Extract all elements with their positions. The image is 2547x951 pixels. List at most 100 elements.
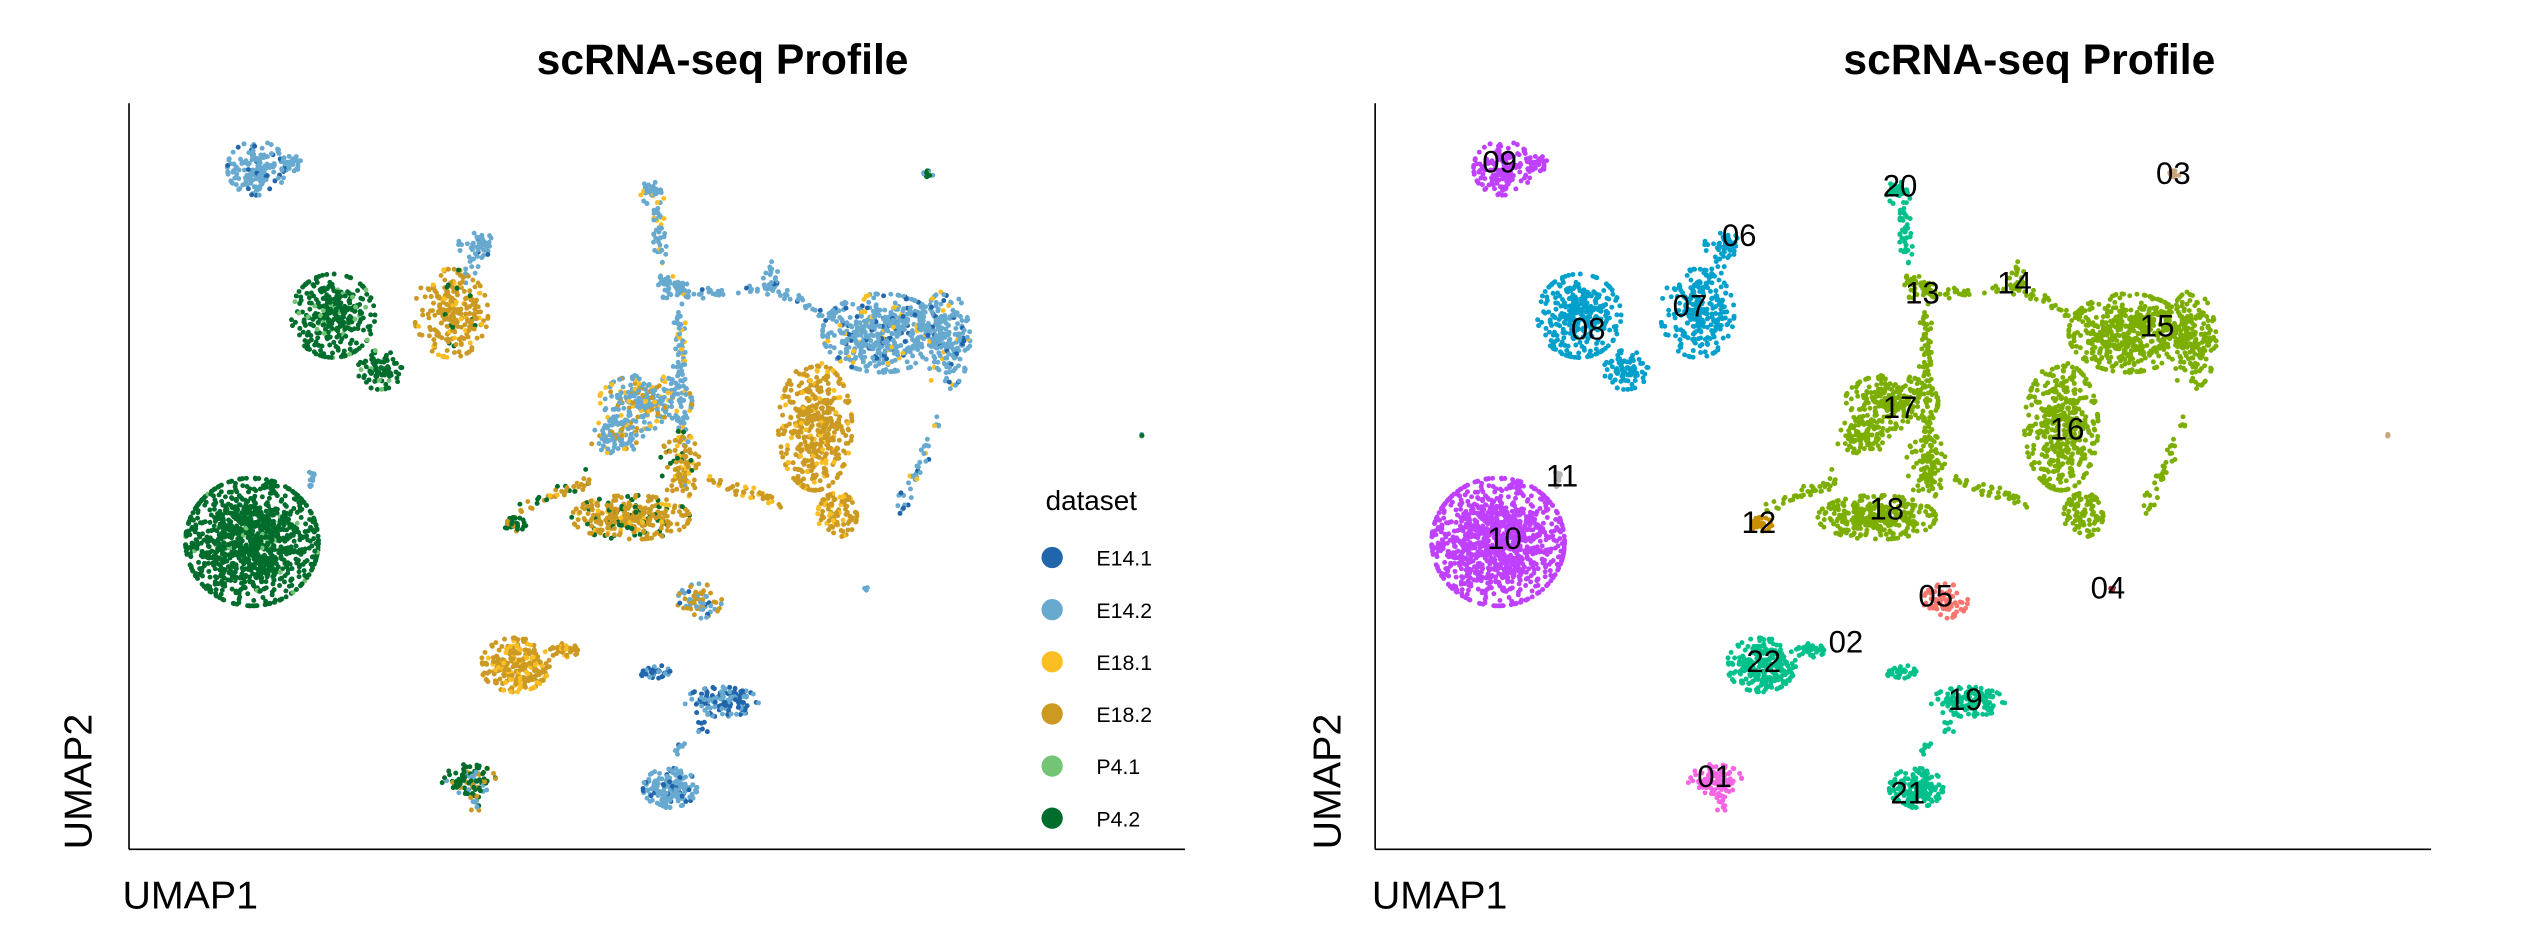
cell-point <box>471 230 477 236</box>
cell-point <box>658 519 664 525</box>
cell-point <box>476 765 482 771</box>
cell-point <box>654 800 660 806</box>
cell-point <box>675 455 680 461</box>
cell-point <box>910 345 916 351</box>
cell-point <box>638 192 644 198</box>
cell-point <box>447 772 453 778</box>
cell-point <box>626 536 632 542</box>
cell-point <box>299 581 305 587</box>
cell-point <box>827 349 833 355</box>
cell-point <box>607 418 613 424</box>
cell-point <box>287 511 293 517</box>
cell-point <box>900 505 906 511</box>
cell-point <box>235 589 241 595</box>
cell-point <box>663 251 669 257</box>
cell-point <box>676 509 682 515</box>
cell-point <box>956 331 962 337</box>
cell-point <box>689 402 695 407</box>
cell-point <box>286 159 292 165</box>
cell-point <box>652 179 658 185</box>
cell-point <box>236 167 242 173</box>
cell-point <box>663 243 669 249</box>
cell-point <box>942 355 948 361</box>
cell-point <box>700 295 706 301</box>
cell-point <box>434 294 440 300</box>
cell-point <box>766 500 771 506</box>
cell-point <box>848 323 854 329</box>
cell-point <box>475 280 481 286</box>
cell-point <box>247 175 253 181</box>
cell-point <box>355 322 361 328</box>
cell-point <box>213 587 219 593</box>
cell-point <box>547 493 553 499</box>
cell-point <box>358 367 364 373</box>
cell-point <box>205 540 211 546</box>
cell-point <box>589 441 595 447</box>
cell-point <box>811 415 817 421</box>
cell-point <box>663 790 669 796</box>
cell-point <box>220 547 226 553</box>
cell-point <box>955 321 960 327</box>
cell-point <box>932 328 938 334</box>
cell-point <box>659 247 665 253</box>
cell-point <box>461 766 466 772</box>
cell-point <box>967 329 973 335</box>
cell-point <box>599 527 605 533</box>
cell-point <box>919 344 925 350</box>
cell-point <box>676 289 682 294</box>
cell-point <box>635 397 641 403</box>
cell-point <box>908 486 913 492</box>
cell-point <box>441 267 447 273</box>
cell-point <box>360 296 366 302</box>
cell-point <box>610 406 616 412</box>
cell-point <box>614 421 620 427</box>
cell-point <box>474 804 480 810</box>
cell-point <box>331 271 337 277</box>
cell-point <box>674 319 680 325</box>
cell-point <box>658 454 664 460</box>
cell-point <box>457 280 463 286</box>
cell-point <box>296 574 302 580</box>
cell-point <box>231 161 237 167</box>
cell-point <box>251 495 257 501</box>
cell-point <box>858 351 864 357</box>
cell-point <box>618 412 624 418</box>
cell-point <box>700 597 706 603</box>
cell-point <box>304 290 310 296</box>
cell-point <box>796 293 802 298</box>
cell-point <box>637 504 643 510</box>
cell-point <box>363 287 369 293</box>
cell-point <box>876 313 882 319</box>
cell-point <box>378 359 384 365</box>
cell-point <box>250 582 256 587</box>
cell-point <box>863 364 869 369</box>
cell-point <box>444 302 450 307</box>
cell-point <box>903 296 909 302</box>
cell-point <box>597 400 603 406</box>
cell-point <box>544 497 550 503</box>
cell-point <box>651 239 657 245</box>
cell-point <box>870 342 876 348</box>
cell-point <box>661 444 667 450</box>
cell-point <box>950 368 956 374</box>
cell-point <box>184 551 190 557</box>
cell-point <box>360 283 366 289</box>
cell-point <box>212 566 218 572</box>
cell-point <box>833 421 839 427</box>
cell-point <box>749 490 755 496</box>
cell-point <box>350 294 355 300</box>
cell-point <box>863 293 869 299</box>
cell-point <box>240 182 246 188</box>
cell-point <box>313 351 319 357</box>
cell-point <box>834 319 839 324</box>
cell-point <box>620 384 626 390</box>
cell-point <box>804 395 810 401</box>
cell-point <box>927 366 933 372</box>
cell-point <box>361 327 366 333</box>
cell-point <box>292 299 298 305</box>
cell-point <box>310 475 316 481</box>
cell-point <box>471 784 477 790</box>
cell-point <box>836 437 842 443</box>
cell-point <box>238 156 243 162</box>
cell-point <box>803 366 809 372</box>
